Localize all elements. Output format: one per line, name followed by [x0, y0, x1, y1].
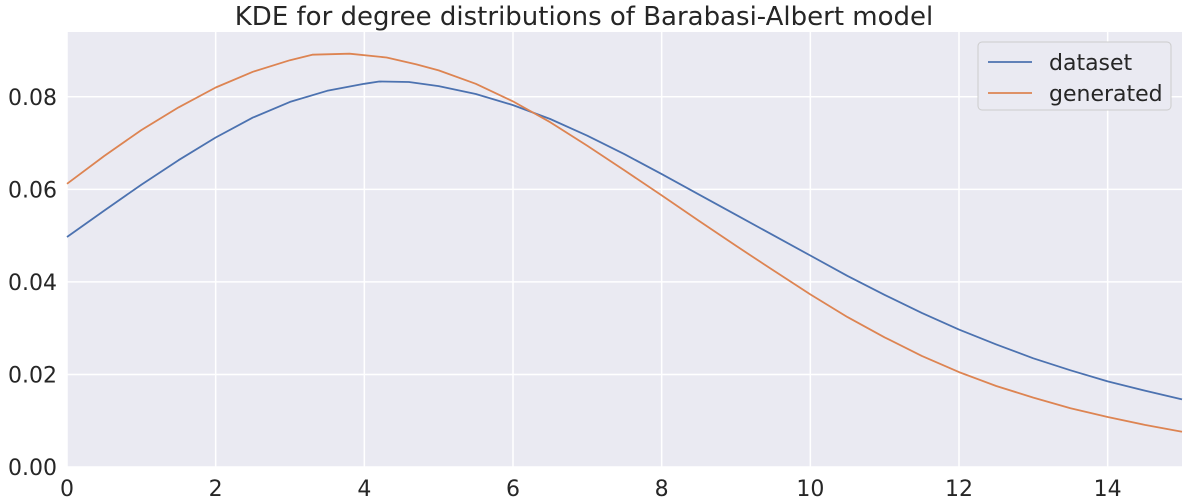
x-tick-label: 12 — [945, 477, 973, 502]
legend-label-dataset: dataset — [1049, 51, 1133, 76]
series-line-generated — [66, 52, 1183, 433]
x-tick-label: 6 — [506, 477, 520, 502]
y-tick-label: 0.08 — [8, 86, 57, 111]
y-tick-label: 0.04 — [8, 271, 57, 296]
y-axis-ticks: 0.00 0.02 0.04 0.06 0.08 — [8, 86, 57, 481]
x-axis-ticks: 0 2 4 6 8 10 12 14 — [60, 477, 1122, 502]
legend: dataset generated — [977, 41, 1172, 111]
x-tick-label: 2 — [209, 477, 223, 502]
y-tick-label: 0.02 — [8, 363, 57, 388]
x-tick-label: 4 — [357, 477, 371, 502]
legend-label-generated: generated — [1049, 82, 1163, 107]
series-lines — [66, 52, 1183, 433]
series-line-dataset — [66, 80, 1183, 401]
x-tick-label: 8 — [655, 477, 669, 502]
y-tick-label: 0.00 — [8, 456, 57, 481]
x-tick-label: 0 — [60, 477, 74, 502]
x-tick-label: 10 — [796, 477, 824, 502]
chart-title: KDE for degree distributions of Barabasi… — [235, 2, 933, 32]
y-tick-label: 0.06 — [8, 178, 57, 203]
x-tick-label: 14 — [1094, 477, 1122, 502]
